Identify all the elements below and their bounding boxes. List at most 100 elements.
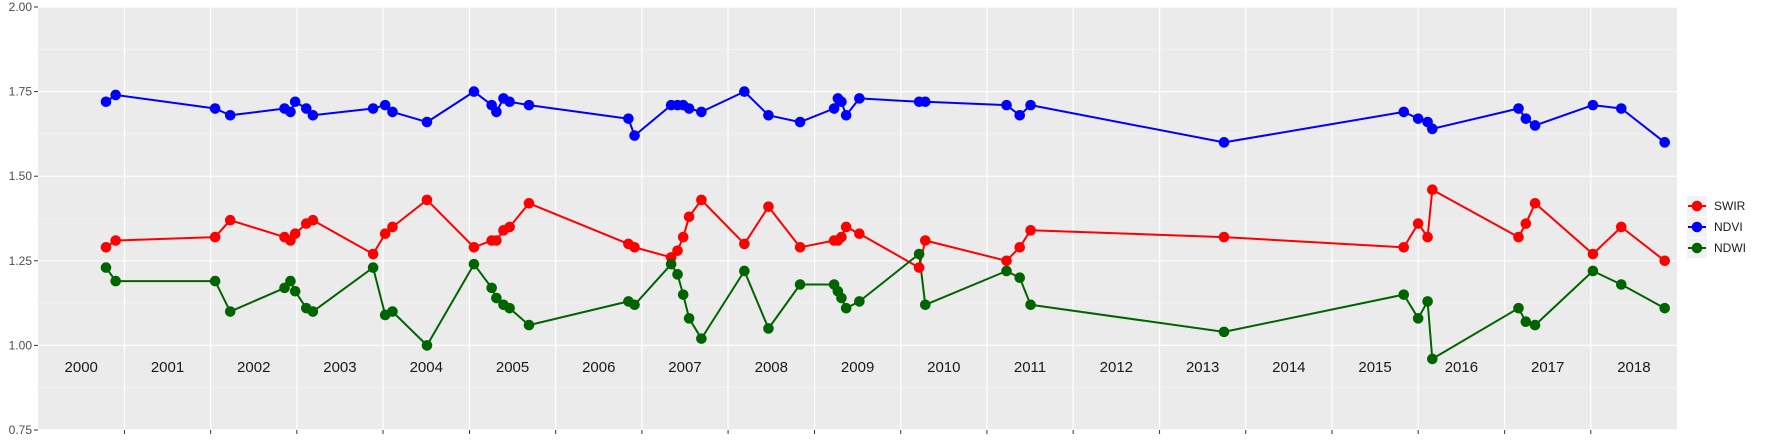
year-label: 2014 <box>1272 359 1305 376</box>
year-label: 2012 <box>1100 359 1133 376</box>
data-point-ndvi <box>840 109 852 121</box>
data-point-ndwi <box>763 323 774 334</box>
data-point-ndwi <box>307 306 319 317</box>
data-point-ndwi <box>1001 265 1012 277</box>
data-point-swir <box>209 231 221 243</box>
data-point-swir <box>854 228 865 240</box>
y-tick-label: 1.25 <box>9 254 33 268</box>
y-tick-label: 1.50 <box>9 169 33 183</box>
legend-marker-ndwi <box>1691 242 1703 254</box>
data-point-ndwi <box>1659 302 1671 314</box>
data-point-ndwi <box>1014 272 1026 284</box>
data-point-ndwi <box>1422 296 1433 307</box>
data-point-swir <box>504 221 515 233</box>
data-point-ndvi <box>468 86 480 97</box>
data-point-ndwi <box>100 262 112 273</box>
data-point-ndvi <box>100 96 112 108</box>
data-point-swir <box>919 235 931 246</box>
data-point-ndwi <box>1520 316 1532 328</box>
data-point-ndvi <box>1218 137 1230 148</box>
data-point-ndvi <box>110 89 121 101</box>
legend-label-swir: SWIR <box>1714 199 1746 213</box>
year-labels: 2000 2001 2002 2003 2004 2005 2006 2007 2008 2009… <box>65 359 1651 376</box>
data-point-swir <box>468 241 480 253</box>
data-point-swir <box>1587 248 1599 260</box>
data-point-ndwi <box>1427 353 1438 365</box>
data-point-ndwi <box>504 302 515 314</box>
year-label: 2007 <box>668 359 701 376</box>
data-point-ndwi <box>794 279 806 290</box>
data-point-ndvi <box>763 109 774 121</box>
data-point-ndwi <box>491 292 502 304</box>
data-point-ndwi <box>665 258 677 270</box>
data-point-swir <box>1412 218 1424 229</box>
data-point-swir <box>523 197 535 209</box>
data-point-ndvi <box>491 106 502 118</box>
data-point-swir <box>1427 184 1438 196</box>
data-point-ndvi <box>623 113 634 124</box>
data-point-ndwi <box>110 275 121 287</box>
data-point-ndvi <box>421 116 433 128</box>
data-point-ndwi <box>696 333 707 344</box>
data-point-swir <box>289 228 301 240</box>
y-tick-label: 2.00 <box>9 0 33 14</box>
year-label: 2001 <box>151 359 184 376</box>
data-point-ndwi <box>1587 265 1599 277</box>
data-point-swir <box>1398 241 1410 253</box>
legend: SWIR NDVI NDWI <box>1687 196 1746 258</box>
data-point-ndwi <box>387 306 398 317</box>
data-point-ndwi <box>224 306 236 317</box>
data-point-ndvi <box>224 109 236 121</box>
data-point-swir <box>367 248 379 260</box>
data-point-ndvi <box>523 99 535 111</box>
data-point-swir <box>421 194 433 206</box>
y-tick-label: 0.75 <box>9 423 33 437</box>
data-point-swir <box>794 241 806 253</box>
data-point-ndwi <box>683 313 695 324</box>
data-point-swir <box>491 235 502 246</box>
data-point-ndwi <box>421 340 433 351</box>
data-point-ndwi <box>677 289 689 300</box>
y-tick-label: 1.75 <box>9 85 33 99</box>
year-label: 2003 <box>323 359 356 376</box>
data-point-ndwi <box>672 269 683 280</box>
data-point-ndvi <box>854 93 865 104</box>
data-point-ndvi <box>1001 99 1012 111</box>
data-point-ndvi <box>919 96 931 108</box>
data-point-ndwi <box>1025 299 1036 311</box>
data-point-swir <box>739 238 750 250</box>
data-point-ndwi <box>739 265 750 277</box>
data-point-swir <box>696 194 707 206</box>
legend-marker-swir <box>1691 200 1703 212</box>
data-point-ndvi <box>1587 99 1599 111</box>
legend-label-ndvi: NDVI <box>1714 220 1743 234</box>
data-point-ndvi <box>1520 113 1532 124</box>
data-point-swir <box>1529 197 1541 209</box>
data-point-swir <box>1659 255 1671 267</box>
data-point-ndwi <box>468 258 480 270</box>
data-point-swir <box>1422 231 1433 243</box>
data-point-ndwi <box>840 302 852 314</box>
data-point-ndwi <box>629 299 640 311</box>
data-point-swir <box>1001 255 1012 267</box>
data-point-swir <box>387 221 398 233</box>
year-label: 2011 <box>1014 359 1046 376</box>
data-point-swir <box>913 262 925 273</box>
data-point-ndvi <box>289 96 301 108</box>
data-point-ndvi <box>1659 137 1671 148</box>
data-point-swir <box>1025 225 1036 236</box>
data-point-swir <box>1520 218 1532 229</box>
year-label: 2009 <box>841 359 874 376</box>
data-point-swir <box>677 231 689 243</box>
data-point-swir <box>763 201 774 212</box>
data-point-ndvi <box>1398 106 1410 118</box>
year-label: 2013 <box>1186 359 1219 376</box>
data-point-ndvi <box>1427 123 1438 135</box>
data-point-swir <box>100 241 112 253</box>
data-point-swir <box>840 221 852 233</box>
data-point-ndwi <box>486 282 497 294</box>
series-layer <box>100 86 1671 365</box>
data-point-ndwi <box>1412 313 1424 324</box>
data-point-ndwi <box>1513 302 1524 314</box>
